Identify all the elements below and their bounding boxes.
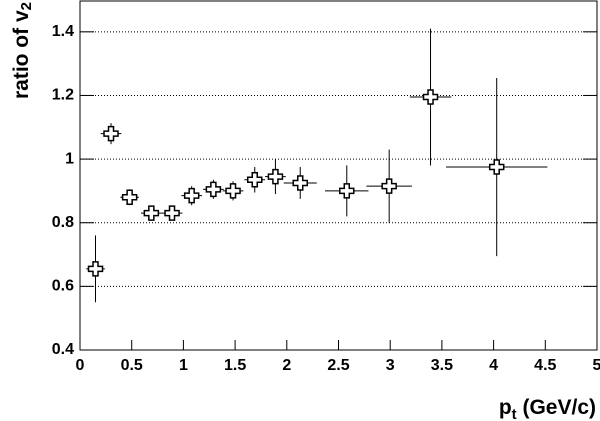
x-tick-label: 3.5: [431, 357, 453, 374]
x-tick-label: 1: [179, 357, 188, 374]
point: [246, 172, 263, 188]
x-tick-label: 4: [489, 357, 498, 374]
x-tick-label: 1.5: [224, 357, 246, 374]
y-label-sub: 2: [18, 2, 35, 10]
x-tick-label: 3: [386, 357, 395, 374]
y-tick-label: 1.4: [52, 23, 74, 40]
point: [183, 187, 200, 204]
y-tick-label: 1.2: [52, 87, 74, 104]
point: [87, 261, 104, 277]
point: [164, 205, 180, 221]
x-label-rest: (GeV/c): [517, 396, 596, 419]
point: [339, 183, 355, 199]
x-tick-label: 4.5: [534, 357, 556, 374]
x-tick-label: 0: [76, 357, 85, 374]
point: [422, 89, 439, 105]
y-tick-label: 0.6: [52, 278, 74, 295]
y-axis-label: ratio of v2: [10, 2, 35, 99]
x-tick-label: 2: [282, 357, 291, 374]
x-tick-label: 5: [593, 357, 600, 374]
point: [292, 175, 308, 191]
y-tick-label: 0.8: [52, 214, 74, 231]
point: [267, 168, 284, 185]
point: [488, 159, 505, 175]
point: [205, 181, 222, 198]
point: [103, 125, 119, 142]
point: [143, 205, 160, 221]
y-tick-label: 1: [65, 150, 74, 167]
y-tick-label: 0.4: [52, 341, 74, 358]
x-label-sub: t: [512, 406, 517, 421]
point: [381, 178, 397, 194]
x-tick-label: 0.5: [121, 357, 143, 374]
point: [225, 183, 241, 199]
x-tick-label: 2.5: [327, 357, 349, 374]
plot-frame: [79, 0, 598, 351]
y-label-main: ratio of v: [10, 10, 33, 99]
x-label-main: p: [499, 396, 512, 419]
point: [121, 189, 138, 206]
x-axis-label: pt (GeV/c): [499, 396, 596, 421]
